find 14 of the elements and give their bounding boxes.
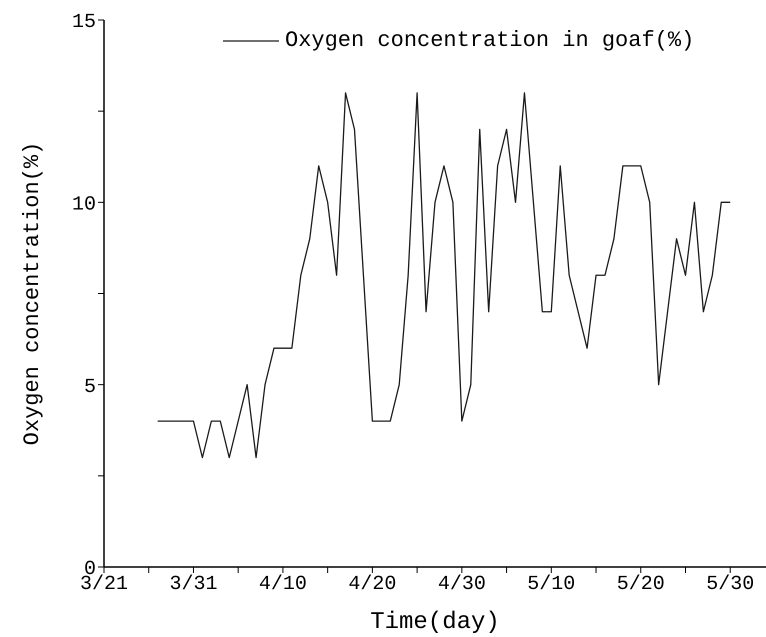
x-tick-label: 5/10 bbox=[527, 573, 576, 596]
x-tick-label: 4/30 bbox=[438, 573, 486, 596]
x-tick-label: 4/10 bbox=[258, 573, 307, 596]
x-axis-title: Time(day) bbox=[370, 609, 500, 636]
x-tick-label: 4/20 bbox=[348, 573, 396, 596]
legend-label: Oxygen concentration in goaf(%) bbox=[285, 28, 694, 53]
y-tick-label: 5 bbox=[84, 376, 96, 399]
line-series bbox=[157, 92, 731, 458]
y-axis-title: Oxygen concentration(%) bbox=[20, 142, 45, 446]
x-tick-label: 5/20 bbox=[616, 573, 665, 596]
y-tick-label: 10 bbox=[72, 193, 96, 216]
y-tick-label: 15 bbox=[72, 11, 96, 34]
x-tick-label: 5/30 bbox=[706, 573, 754, 596]
x-tick-label: 3/31 bbox=[169, 573, 218, 596]
